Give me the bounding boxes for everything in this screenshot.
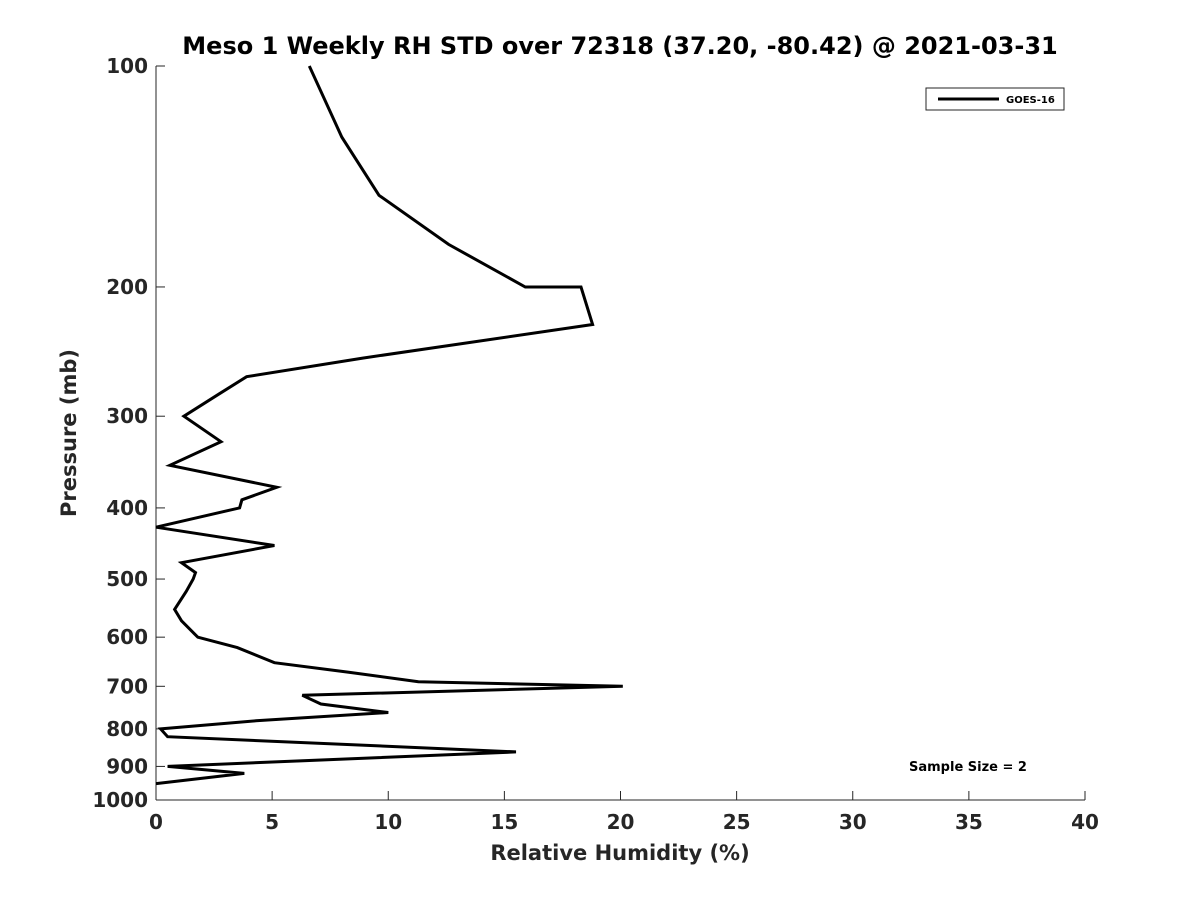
x-tick-label: 35 [955, 810, 983, 834]
y-axis-label: Pressure (mb) [57, 349, 81, 517]
y-tick-label: 400 [106, 496, 148, 520]
series-layer [155, 65, 623, 786]
y-tick-label: 300 [106, 404, 148, 428]
y-tick-label: 700 [106, 674, 148, 698]
x-axis-label: Relative Humidity (%) [490, 841, 749, 865]
y-tick-label: 500 [106, 567, 148, 591]
sample-size-annotation: Sample Size = 2 [909, 760, 1027, 775]
x-tick-label: 25 [723, 810, 751, 834]
axes-layer [155, 66, 1085, 801]
x-tick-label: 10 [374, 810, 402, 834]
y-tick-label: 900 [106, 754, 148, 778]
x-tick-label: 0 [149, 810, 163, 834]
y-tick-label: 200 [106, 275, 148, 299]
x-tick-label: 40 [1071, 810, 1099, 834]
series-line-goes-16 [155, 65, 623, 786]
y-tick-label: 100 [106, 54, 148, 78]
y-tick-label: 600 [106, 625, 148, 649]
x-tick-label: 5 [265, 810, 279, 834]
x-tick-label: 30 [839, 810, 867, 834]
y-tick-label: 1000 [92, 788, 148, 812]
ticks-layer: 0 5 10 15 20 25 30 35 40 100 200 300 400 500 600 700 800… [92, 54, 1099, 834]
legend: GOES-16 [925, 87, 1065, 111]
x-tick-label: 15 [490, 810, 518, 834]
chart-title: Meso 1 Weekly RH STD over 72318 (37.20, … [182, 32, 1057, 60]
y-tick-label: 800 [106, 717, 148, 741]
x-tick-label: 20 [607, 810, 635, 834]
legend-label-goes-16: GOES-16 [1006, 95, 1055, 106]
